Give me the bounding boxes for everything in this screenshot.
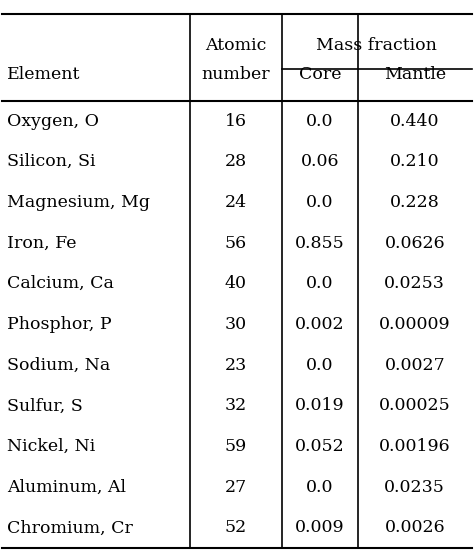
Text: Aluminum, Al: Aluminum, Al — [7, 479, 126, 496]
Text: Element: Element — [7, 66, 81, 82]
Text: 0.0: 0.0 — [306, 194, 334, 211]
Text: Mass fraction: Mass fraction — [316, 37, 438, 54]
Text: 56: 56 — [225, 235, 247, 251]
Text: Nickel, Ni: Nickel, Ni — [7, 438, 95, 455]
Text: 0.00009: 0.00009 — [379, 316, 451, 333]
Text: Atomic: Atomic — [205, 37, 266, 54]
Text: 0.0: 0.0 — [306, 113, 334, 129]
Text: 0.06: 0.06 — [301, 153, 339, 170]
Text: Mantle: Mantle — [383, 66, 446, 82]
Text: 0.052: 0.052 — [295, 438, 345, 455]
Text: 0.00025: 0.00025 — [379, 398, 451, 414]
Text: Silicon, Si: Silicon, Si — [7, 153, 96, 170]
Text: 0.0: 0.0 — [306, 479, 334, 496]
Text: 30: 30 — [225, 316, 247, 333]
Text: 0.855: 0.855 — [295, 235, 345, 251]
Text: 32: 32 — [225, 398, 247, 414]
Text: 0.228: 0.228 — [390, 194, 439, 211]
Text: 59: 59 — [225, 438, 247, 455]
Text: 24: 24 — [225, 194, 247, 211]
Text: 0.210: 0.210 — [390, 153, 439, 170]
Text: Calcium, Ca: Calcium, Ca — [7, 276, 114, 292]
Text: number: number — [201, 66, 270, 82]
Text: 0.440: 0.440 — [390, 113, 439, 129]
Text: 28: 28 — [225, 153, 247, 170]
Text: Sulfur, S: Sulfur, S — [7, 398, 83, 414]
Text: 0.0626: 0.0626 — [384, 235, 445, 251]
Text: Sodium, Na: Sodium, Na — [7, 357, 110, 373]
Text: 23: 23 — [225, 357, 247, 373]
Text: 52: 52 — [225, 520, 247, 536]
Text: 0.0: 0.0 — [306, 276, 334, 292]
Text: 0.0: 0.0 — [306, 357, 334, 373]
Text: 0.00196: 0.00196 — [379, 438, 451, 455]
Text: 0.0026: 0.0026 — [384, 520, 445, 536]
Text: Chromium, Cr: Chromium, Cr — [7, 520, 133, 536]
Text: 40: 40 — [225, 276, 247, 292]
Text: 0.0027: 0.0027 — [384, 357, 445, 373]
Text: 27: 27 — [225, 479, 247, 496]
Text: Oxygen, O: Oxygen, O — [7, 113, 99, 129]
Text: 0.0253: 0.0253 — [384, 276, 445, 292]
Text: 0.019: 0.019 — [295, 398, 345, 414]
Text: 0.002: 0.002 — [295, 316, 345, 333]
Text: 16: 16 — [225, 113, 247, 129]
Text: 0.0235: 0.0235 — [384, 479, 445, 496]
Text: 0.009: 0.009 — [295, 520, 345, 536]
Text: Magnesium, Mg: Magnesium, Mg — [7, 194, 150, 211]
Text: Core: Core — [299, 66, 341, 82]
Text: Iron, Fe: Iron, Fe — [7, 235, 77, 251]
Text: Phosphor, P: Phosphor, P — [7, 316, 112, 333]
